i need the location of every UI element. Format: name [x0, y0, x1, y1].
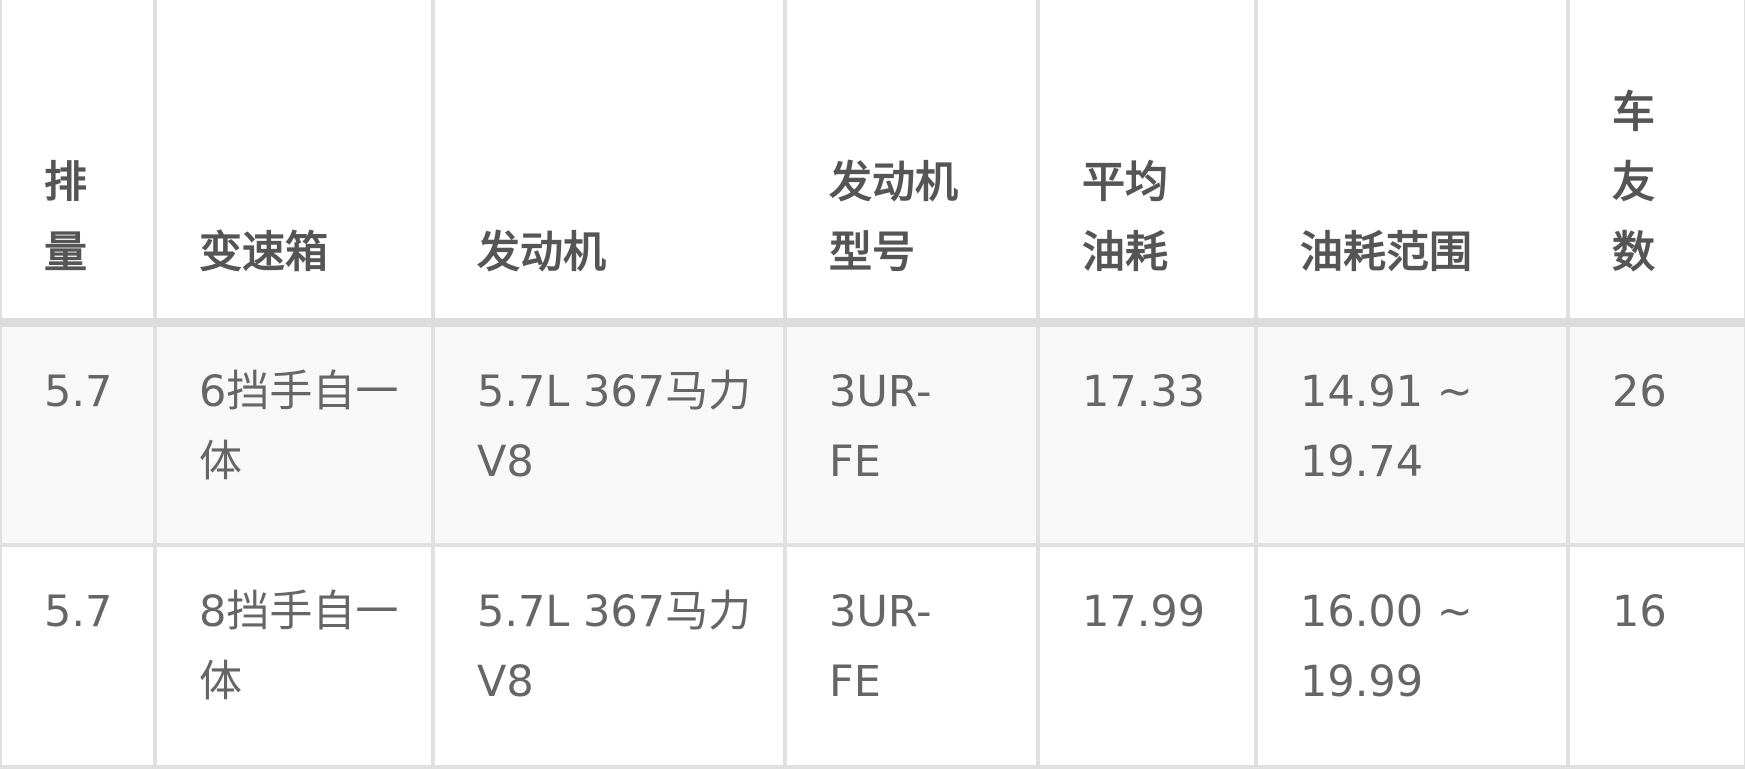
- cell-engine-model: 3UR-FE: [783, 542, 1040, 769]
- cell-avg-consumption: 17.99: [1036, 542, 1258, 769]
- cell-engine: 5.7L 367马力 V8: [431, 542, 787, 769]
- header-consumption-range: 油耗范围: [1254, 0, 1570, 327]
- header-transmission: 变速箱: [153, 0, 435, 327]
- cell-transmission: 6挡手自一体: [153, 320, 435, 547]
- header-avg-consumption: 平均油耗: [1036, 0, 1258, 327]
- cell-user-count: 16: [1566, 542, 1745, 769]
- cell-engine-model: 3UR-FE: [783, 320, 1040, 547]
- cell-consumption-range: 14.91 ~ 19.74: [1254, 320, 1570, 547]
- cell-avg-consumption: 17.33: [1036, 320, 1258, 547]
- header-displacement: 排量: [0, 0, 157, 327]
- header-user-count: 车友数: [1566, 0, 1745, 327]
- table-row: 5.7 8挡手自一体 5.7L 367马力 V8 3UR-FE 17.99 16…: [0, 542, 1745, 769]
- cell-displacement: 5.7: [0, 320, 157, 547]
- table-row: 5.7 6挡手自一体 5.7L 367马力 V8 3UR-FE 17.33 14…: [0, 320, 1745, 547]
- cell-displacement: 5.7: [0, 542, 157, 769]
- cell-engine: 5.7L 367马力 V8: [431, 320, 787, 547]
- cell-transmission: 8挡手自一体: [153, 542, 435, 769]
- header-row: 排量 变速箱 发动机 发动机型号 平均油耗 油耗范围 车友数: [0, 0, 1745, 327]
- cell-user-count: 26: [1566, 320, 1745, 547]
- header-engine: 发动机: [431, 0, 787, 327]
- header-engine-model: 发动机型号: [783, 0, 1040, 327]
- cell-consumption-range: 16.00 ~ 19.99: [1254, 542, 1570, 769]
